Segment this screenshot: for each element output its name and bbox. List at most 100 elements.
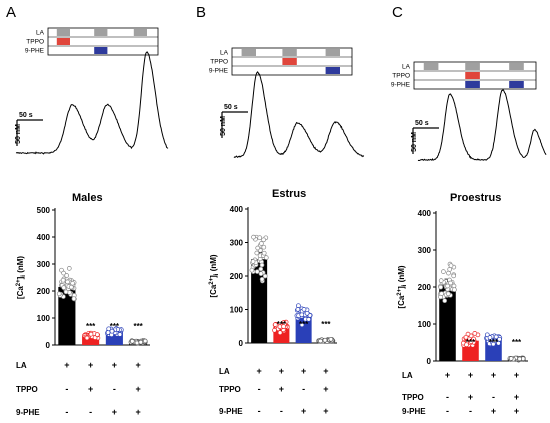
- condition-mark: +: [256, 366, 261, 376]
- protocol-label: LA: [220, 50, 229, 57]
- y-tick-label: 200: [418, 283, 432, 292]
- la-pulse: [509, 63, 524, 70]
- la-pulse: [56, 29, 70, 36]
- data-point: [304, 310, 310, 316]
- y-tick-label: 300: [418, 246, 432, 255]
- data-point: [301, 307, 307, 312]
- data-point: [109, 328, 115, 334]
- protocol-label: TPPO: [210, 59, 228, 66]
- condition-mark: -: [65, 407, 68, 417]
- panel-a: A LA TPPO 9-PHE 50 s 50 nM: [6, 4, 169, 155]
- data-point: [61, 270, 66, 276]
- condition-label: TPPO: [402, 393, 424, 402]
- y-tick-label: 300: [37, 260, 51, 269]
- phe-pulse: [325, 67, 340, 74]
- significance-label: ***: [489, 338, 499, 347]
- data-point: [138, 339, 144, 345]
- significance-label: ***: [277, 320, 287, 329]
- condition-mark: -: [258, 384, 261, 394]
- data-point: [464, 342, 469, 348]
- bar: [82, 335, 100, 345]
- data-point: [487, 335, 493, 340]
- data-point: [452, 287, 457, 293]
- y-tick-label: 0: [427, 357, 432, 366]
- scale-conc-label: 50 nM: [220, 116, 227, 136]
- condition-mark: +: [301, 366, 306, 376]
- tppo-pulse: [465, 72, 480, 79]
- significance-label: ***: [466, 338, 476, 347]
- significance-label: ***: [321, 320, 331, 329]
- data-point: [259, 241, 264, 246]
- protocol-box: [231, 47, 353, 76]
- data-point: [438, 278, 444, 283]
- la-pulse: [133, 29, 147, 36]
- data-point: [261, 244, 267, 250]
- protocol-label: 9-PHE: [209, 68, 229, 75]
- y-tick-label: 200: [230, 272, 244, 281]
- data-point: [251, 234, 256, 240]
- scale-conc-label: 50 nM: [15, 124, 22, 144]
- condition-mark: -: [113, 384, 116, 394]
- data-point: [142, 338, 148, 344]
- condition-mark: -: [302, 384, 305, 394]
- protocol-label: LA: [402, 64, 411, 71]
- y-tick-label: 300: [230, 239, 244, 248]
- y-tick-label: 500: [37, 206, 51, 215]
- protocol-label: TPPO: [26, 39, 44, 46]
- condition-mark: +: [445, 370, 450, 380]
- y-axis-label: [Ca2+]i (nM): [397, 265, 408, 309]
- la-pulse: [325, 49, 340, 56]
- y-tick-label: 100: [230, 306, 244, 315]
- tppo-pulse: [56, 38, 70, 45]
- data-point: [60, 277, 66, 283]
- data-point: [254, 269, 260, 274]
- condition-mark: +: [323, 366, 328, 376]
- data-point: [299, 312, 305, 318]
- phe-pulse: [94, 47, 108, 54]
- condition-mark: +: [323, 406, 328, 416]
- data-point: [517, 356, 523, 362]
- chart-title: Estrus: [272, 188, 306, 200]
- data-point: [84, 335, 90, 341]
- data-point: [472, 331, 478, 336]
- data-point: [261, 237, 266, 243]
- data-point: [322, 337, 328, 343]
- data-point: [299, 322, 305, 328]
- condition-mark: +: [491, 406, 496, 416]
- condition-mark: -: [258, 406, 261, 416]
- condition-mark: +: [279, 384, 284, 394]
- panel-b: B LA TPPO 9-PHE 50 s 50 nM: [196, 4, 365, 158]
- data-point: [249, 267, 255, 273]
- data-point: [68, 284, 74, 290]
- data-point: [106, 326, 112, 332]
- data-point: [448, 263, 454, 269]
- panel-letter: B: [196, 4, 206, 21]
- protocol-label: TPPO: [392, 73, 410, 80]
- significance-label: ***: [86, 322, 96, 331]
- condition-label: 9-PHE: [219, 407, 243, 416]
- y-tick-label: 200: [37, 287, 51, 296]
- data-point: [448, 280, 453, 286]
- condition-mark: +: [135, 360, 140, 370]
- protocol-label: 9-PHE: [25, 48, 45, 55]
- protocol-label: 9-PHE: [391, 82, 411, 89]
- data-point: [254, 250, 260, 256]
- y-tick-label: 100: [418, 320, 432, 329]
- condition-mark: -: [280, 406, 283, 416]
- protocol-label: LA: [36, 30, 45, 37]
- bar: [58, 286, 76, 345]
- data-point: [441, 269, 446, 274]
- data-point: [318, 338, 323, 344]
- data-point: [94, 332, 100, 337]
- data-point: [64, 273, 70, 278]
- panel-letter: A: [6, 4, 16, 21]
- significance-label: ***: [110, 322, 120, 331]
- data-point: [88, 331, 94, 337]
- y-tick-label: 400: [418, 209, 432, 218]
- condition-mark: +: [88, 384, 93, 394]
- condition-mark: +: [323, 384, 328, 394]
- condition-mark: -: [446, 392, 449, 402]
- data-point: [258, 266, 264, 272]
- chart-proestrus: Proestrus 0 100 200 300 400 [Ca2+]i (nM) *** ***…: [397, 192, 528, 416]
- significance-label: ***: [133, 322, 143, 331]
